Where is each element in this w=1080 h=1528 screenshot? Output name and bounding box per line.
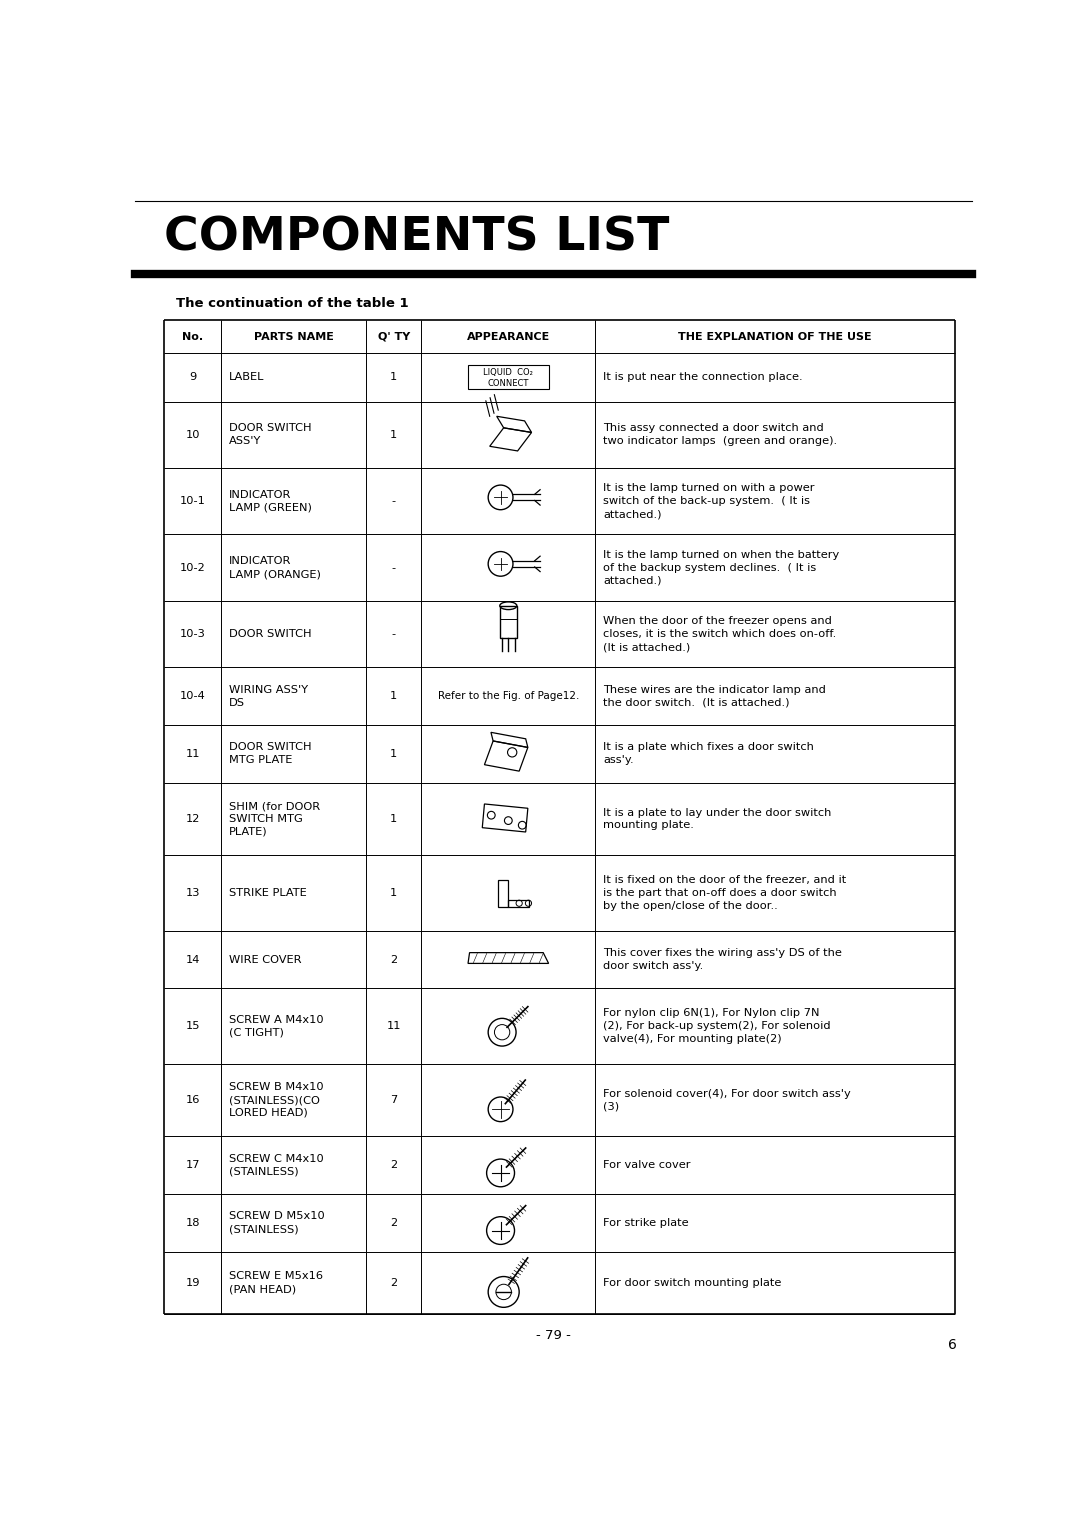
Text: It is the lamp turned on with a power
switch of the back-up system.  ( It is
att: It is the lamp turned on with a power sw… (603, 483, 814, 520)
Text: 10-3: 10-3 (180, 630, 206, 639)
Text: WIRING ASS'Y
DS: WIRING ASS'Y DS (229, 685, 308, 707)
Text: Q' TY: Q' TY (378, 332, 409, 342)
Text: 1: 1 (390, 814, 397, 824)
Text: 1: 1 (390, 691, 397, 701)
Text: This cover fixes the wiring ass'y DS of the
door switch ass'y.: This cover fixes the wiring ass'y DS of … (603, 949, 842, 970)
Text: 19: 19 (186, 1277, 200, 1288)
Text: These wires are the indicator lamp and
the door switch.  (It is attached.): These wires are the indicator lamp and t… (603, 685, 826, 707)
Text: 7: 7 (390, 1096, 397, 1105)
Text: CONNECT: CONNECT (488, 379, 529, 388)
Text: -: - (392, 562, 395, 573)
Text: It is a plate to lay under the door switch
mounting plate.: It is a plate to lay under the door swit… (603, 808, 832, 830)
Text: 1: 1 (390, 888, 397, 898)
Bar (500, 605, 517, 639)
Text: INDICATOR
LAMP (ORANGE): INDICATOR LAMP (ORANGE) (229, 556, 321, 579)
Text: 15: 15 (186, 1021, 200, 1031)
Text: 1: 1 (390, 429, 397, 440)
Text: 17: 17 (186, 1160, 200, 1170)
Text: SCREW D M5x10
(STAINLESS): SCREW D M5x10 (STAINLESS) (229, 1212, 325, 1235)
Text: It is fixed on the door of the freezer, and it
is the part that on-off does a do: It is fixed on the door of the freezer, … (603, 876, 847, 911)
Text: SCREW C M4x10
(STAINLESS): SCREW C M4x10 (STAINLESS) (229, 1154, 324, 1177)
Text: INDICATOR
LAMP (GREEN): INDICATOR LAMP (GREEN) (229, 490, 312, 513)
Text: SCREW A M4x10
(C TIGHT): SCREW A M4x10 (C TIGHT) (229, 1015, 324, 1038)
Text: DOOR SWITCH: DOOR SWITCH (229, 630, 312, 639)
Text: 1: 1 (390, 373, 397, 382)
Text: No.: No. (183, 332, 203, 342)
Text: 11: 11 (387, 1021, 401, 1031)
Text: 11: 11 (186, 749, 200, 759)
Text: For solenoid cover(4), For door switch ass'y
(3): For solenoid cover(4), For door switch a… (603, 1088, 851, 1111)
Text: For strike plate: For strike plate (603, 1218, 689, 1229)
Text: 10-2: 10-2 (180, 562, 206, 573)
Text: LIQUID  CO₂: LIQUID CO₂ (484, 368, 534, 377)
Text: For door switch mounting plate: For door switch mounting plate (603, 1277, 782, 1288)
Text: SHIM (for DOOR
SWITCH MTG
PLATE): SHIM (for DOOR SWITCH MTG PLATE) (229, 801, 321, 837)
Text: Refer to the Fig. of Page12.: Refer to the Fig. of Page12. (437, 691, 579, 701)
Text: - 79 -: - 79 - (536, 1329, 571, 1342)
Text: 2: 2 (390, 1160, 397, 1170)
Text: 2: 2 (390, 1218, 397, 1229)
Text: WIRE COVER: WIRE COVER (229, 955, 301, 964)
Text: PARTS NAME: PARTS NAME (254, 332, 334, 342)
Text: It is the lamp turned on when the battery
of the backup system declines.  ( It i: It is the lamp turned on when the batter… (603, 550, 839, 585)
Text: 9: 9 (189, 373, 197, 382)
Bar (468, 365, 549, 390)
Text: 6: 6 (947, 1337, 957, 1352)
Text: SCREW B M4x10
(STAINLESS)(CO
LORED HEAD): SCREW B M4x10 (STAINLESS)(CO LORED HEAD) (229, 1082, 324, 1118)
Text: 12: 12 (186, 814, 200, 824)
Text: It is a plate which fixes a door switch
ass'y.: It is a plate which fixes a door switch … (603, 743, 814, 766)
Text: APPEARANCE: APPEARANCE (467, 332, 550, 342)
Text: THE EXPLANATION OF THE USE: THE EXPLANATION OF THE USE (678, 332, 872, 342)
Text: For nylon clip 6N(1), For Nylon clip 7N
(2), For back-up system(2), For solenoid: For nylon clip 6N(1), For Nylon clip 7N … (603, 1008, 831, 1044)
Text: LABEL: LABEL (229, 373, 265, 382)
Text: DOOR SWITCH
ASS'Y: DOOR SWITCH ASS'Y (229, 423, 312, 446)
Text: 10-4: 10-4 (180, 691, 206, 701)
Text: 16: 16 (186, 1096, 200, 1105)
Text: -: - (392, 497, 395, 506)
Text: 18: 18 (186, 1218, 200, 1229)
Text: STRIKE PLATE: STRIKE PLATE (229, 888, 307, 898)
Text: 13: 13 (186, 888, 200, 898)
Text: This assy connected a door switch and
two indicator lamps  (green and orange).: This assy connected a door switch and tw… (603, 423, 837, 446)
Text: It is put near the connection place.: It is put near the connection place. (603, 373, 802, 382)
Text: 2: 2 (390, 955, 397, 964)
Text: 2: 2 (390, 1277, 397, 1288)
Text: SCREW E M5x16
(PAN HEAD): SCREW E M5x16 (PAN HEAD) (229, 1271, 323, 1294)
Text: When the door of the freezer opens and
closes, it is the switch which does on-of: When the door of the freezer opens and c… (603, 616, 836, 652)
Text: 1: 1 (390, 749, 397, 759)
Text: 10-1: 10-1 (180, 497, 206, 506)
Text: COMPONENTS LIST: COMPONENTS LIST (164, 215, 670, 260)
Text: DOOR SWITCH
MTG PLATE: DOOR SWITCH MTG PLATE (229, 743, 312, 766)
Text: 10: 10 (186, 429, 200, 440)
Text: The continuation of the table 1: The continuation of the table 1 (176, 296, 408, 310)
Text: -: - (392, 630, 395, 639)
Text: For valve cover: For valve cover (603, 1160, 690, 1170)
Text: 14: 14 (186, 955, 200, 964)
